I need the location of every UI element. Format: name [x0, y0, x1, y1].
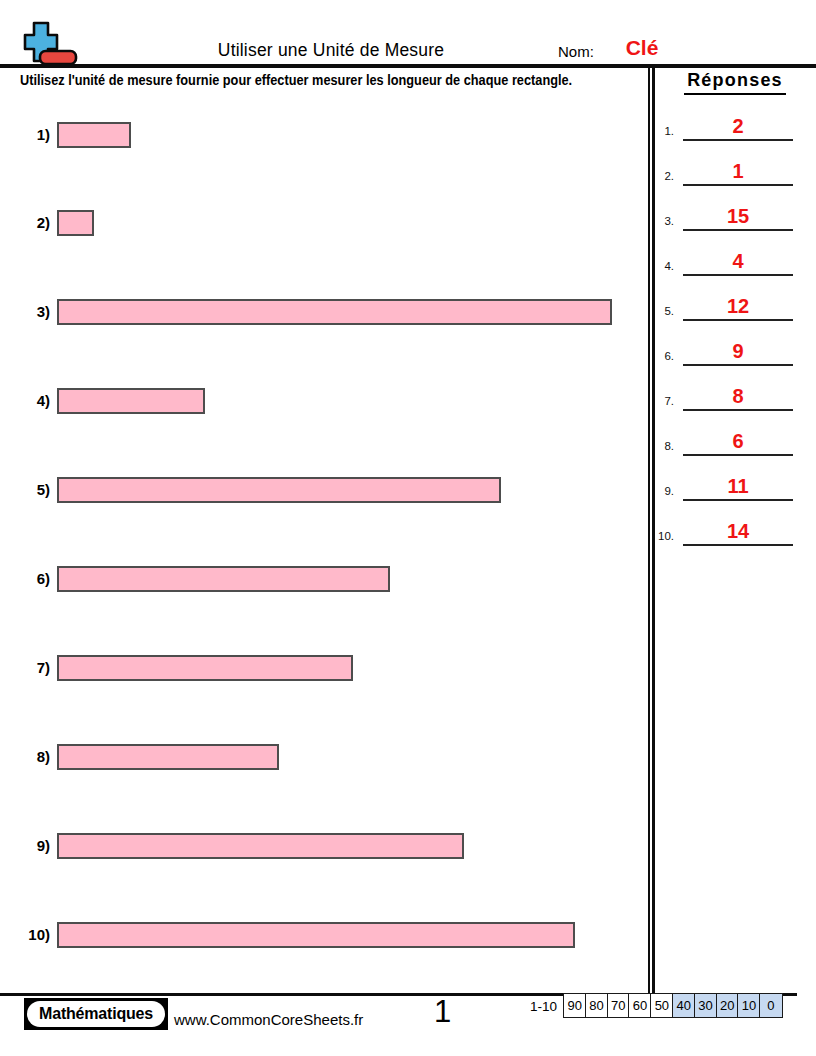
subject-badge: Mathématiques — [24, 998, 168, 1030]
problem-row: 3) — [0, 299, 660, 325]
answer-number: 10. — [630, 530, 674, 542]
score-cell: 20 — [716, 993, 739, 1018]
answer-blank-line — [683, 139, 793, 141]
answer-blank-line — [683, 229, 793, 231]
score-cell: 0 — [759, 993, 782, 1018]
problem-number: 8) — [0, 748, 50, 765]
score-cell: 90 — [563, 993, 586, 1018]
measure-rectangle — [57, 655, 353, 681]
problem-row: 8) — [0, 744, 660, 770]
answer-number: 6. — [630, 350, 674, 362]
measure-rectangle — [57, 922, 575, 948]
page-title: Utiliser une Unité de Mesure — [166, 40, 496, 61]
problem-number: 7) — [0, 659, 50, 676]
answer-number: 9. — [630, 485, 674, 497]
answer-key-label: Clé — [612, 36, 672, 60]
answer-blank-line — [683, 544, 793, 546]
answer-value: 2 — [683, 115, 793, 138]
problem-number: 10) — [0, 926, 50, 943]
measure-rectangle — [57, 477, 501, 503]
score-cell: 70 — [607, 993, 630, 1018]
answer-number: 8. — [630, 440, 674, 452]
score-cell: 60 — [628, 993, 651, 1018]
answer-blank-line — [683, 409, 793, 411]
problem-row: 6) — [0, 566, 660, 592]
answer-blank-line — [683, 364, 793, 366]
answer-blank-line — [683, 454, 793, 456]
score-cell: 10 — [737, 993, 760, 1018]
problem-row: 4) — [0, 388, 660, 414]
page-number: 1 — [400, 994, 485, 1030]
answer-number: 3. — [630, 215, 674, 227]
name-label: Nom: — [558, 43, 594, 60]
answer-value: 8 — [683, 385, 793, 408]
measure-rectangle — [57, 299, 612, 325]
answer-value: 11 — [683, 475, 793, 498]
answer-number: 4. — [630, 260, 674, 272]
problem-row: 10) — [0, 922, 660, 948]
problem-number: 6) — [0, 570, 50, 587]
problem-number: 9) — [0, 837, 50, 854]
answers-heading: Réponses — [655, 70, 815, 95]
answer-value: 1 — [683, 160, 793, 183]
answer-value: 4 — [683, 250, 793, 273]
answer-blank-line — [683, 274, 793, 276]
problem-number: 5) — [0, 481, 50, 498]
answer-value: 14 — [683, 520, 793, 543]
problem-row: 7) — [0, 655, 660, 681]
measure-rectangle — [57, 744, 279, 770]
plus-minus-logo-icon — [14, 4, 84, 68]
measure-rectangle — [57, 122, 131, 148]
score-cell: 30 — [694, 993, 717, 1018]
score-table: 90 80 70 60 50 40 30 20 10 0 — [563, 993, 783, 1018]
problem-number: 1) — [0, 126, 50, 143]
problem-number: 4) — [0, 392, 50, 409]
problem-number: 2) — [0, 214, 50, 231]
problem-row: 2) — [0, 210, 660, 236]
measure-rectangle — [57, 566, 390, 592]
answer-number: 5. — [630, 305, 674, 317]
score-cell: 40 — [672, 993, 695, 1018]
subject-badge-label: Mathématiques — [27, 1001, 165, 1027]
answer-blank-line — [683, 319, 793, 321]
header-divider — [0, 64, 816, 68]
score-cell: 80 — [585, 993, 608, 1018]
score-range-label: 1-10 — [518, 999, 557, 1014]
answer-blank-line — [683, 499, 793, 501]
measure-rectangle — [57, 210, 94, 236]
answer-value: 15 — [683, 205, 793, 228]
measure-rectangle — [57, 833, 464, 859]
worksheet-page: Utiliser une Unité de Mesure Nom: Clé Ut… — [0, 0, 816, 1056]
answer-value: 9 — [683, 340, 793, 363]
problem-row: 5) — [0, 477, 660, 503]
problem-number: 3) — [0, 303, 50, 320]
answer-number: 1. — [630, 125, 674, 137]
problem-row: 9) — [0, 833, 660, 859]
measure-rectangle — [57, 388, 205, 414]
problem-row: 1) — [0, 122, 660, 148]
answer-value: 6 — [683, 430, 793, 453]
instructions-text: Utilisez l'unité de mesure fournie pour … — [20, 70, 632, 91]
website-url: www.CommonCoreSheets.fr — [174, 1011, 363, 1028]
answer-number: 7. — [630, 395, 674, 407]
answer-blank-line — [683, 184, 793, 186]
answer-number: 2. — [630, 170, 674, 182]
score-cell: 50 — [650, 993, 673, 1018]
answer-value: 12 — [683, 295, 793, 318]
